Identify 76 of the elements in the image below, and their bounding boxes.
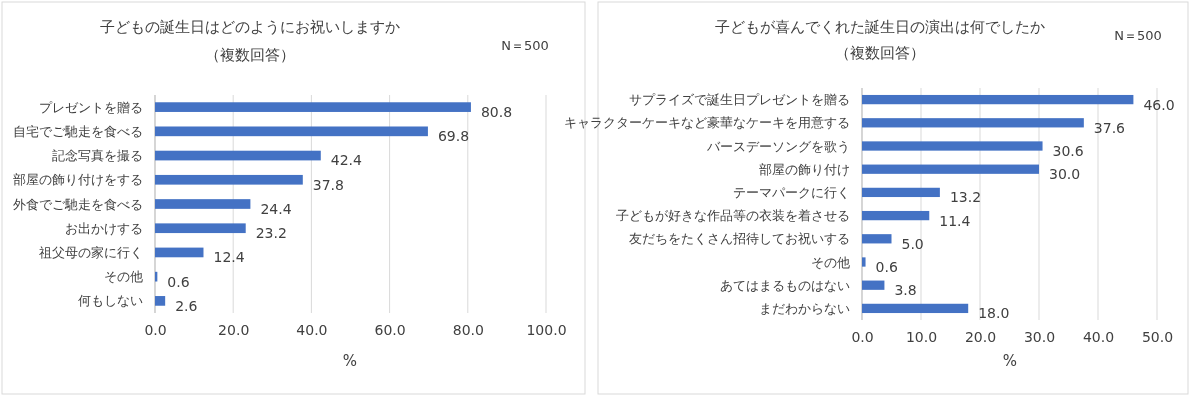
y-tick-label: その他 bbox=[811, 254, 850, 270]
data-label: 0.6 bbox=[167, 273, 190, 290]
data-label: 24.4 bbox=[260, 200, 292, 217]
data-label: 3.8 bbox=[894, 282, 917, 299]
x-tick-label: 20.0 bbox=[218, 321, 250, 338]
bar bbox=[155, 199, 251, 209]
text: N＝500 bbox=[1114, 28, 1162, 43]
bar bbox=[155, 223, 246, 234]
chart-subtitle: （複数回答） bbox=[205, 46, 295, 64]
bar bbox=[155, 150, 321, 161]
data-label: 13.2 bbox=[949, 189, 982, 206]
y-tick-label: 部屋の飾り付け bbox=[759, 161, 850, 177]
x-tick-label: 30.0 bbox=[1023, 328, 1056, 345]
y-tick-label: その他 bbox=[104, 269, 143, 285]
data-label: 69.8 bbox=[437, 128, 470, 145]
y-tick-label: キャラクターケーキなど豪華なケーキを用意する bbox=[564, 115, 850, 131]
data-label: 30.6 bbox=[1052, 142, 1084, 159]
data-label: 80.8 bbox=[480, 104, 513, 121]
x-tick-label: 0.0 bbox=[851, 328, 874, 345]
bar bbox=[155, 174, 303, 185]
bar bbox=[862, 118, 1084, 128]
y-tick-label: 何もしない bbox=[78, 293, 143, 309]
chart-title: 子どもが喜んでくれた誕生日の演出は何でしたか bbox=[715, 18, 1045, 36]
data-label: 2.6 bbox=[175, 297, 198, 314]
y-tick-label: 記念写真を撮る bbox=[52, 148, 143, 164]
bar bbox=[862, 164, 1039, 174]
x-axis-title: % bbox=[342, 352, 358, 370]
y-tick-label: あてはまるものはない bbox=[720, 277, 850, 293]
bar bbox=[862, 187, 940, 198]
bar bbox=[862, 280, 885, 290]
y-tick-label: まだわからない bbox=[759, 300, 850, 316]
data-label: 11.4 bbox=[939, 212, 971, 229]
y-tick-label: 自宅でご馳走を食べる bbox=[13, 123, 143, 139]
y-tick-label: 子どもが好きな作品等の衣装を着させる bbox=[616, 208, 850, 224]
x-tick-label: 40.0 bbox=[296, 321, 328, 338]
y-tick-label: 祖父母の家に行く bbox=[39, 244, 143, 260]
data-label: 42.4 bbox=[330, 152, 363, 169]
y-tick-label: バースデーソングを歌う bbox=[706, 138, 850, 154]
chart-title: 子どもの誕生日はどのようにお祝いしますか bbox=[100, 18, 400, 36]
x-tick-label: 60.0 bbox=[374, 321, 406, 338]
chart-subtitle: （複数回答） bbox=[835, 44, 925, 62]
data-label: 46.0 bbox=[1143, 96, 1175, 113]
data-label: 23.2 bbox=[255, 225, 287, 242]
y-tick-label: お出かけする bbox=[65, 220, 143, 236]
bar bbox=[862, 141, 1043, 151]
data-label: 18.0 bbox=[978, 305, 1010, 322]
bar bbox=[862, 257, 866, 267]
y-tick-label: 友だちをたくさん招待してお祝いする bbox=[629, 231, 850, 247]
x-tick-label: 80.0 bbox=[452, 321, 484, 338]
y-tick-label: サプライズで誕生日プレゼントを贈る bbox=[629, 92, 850, 108]
data-label: 12.4 bbox=[213, 249, 245, 266]
bar bbox=[862, 234, 892, 244]
bar bbox=[155, 102, 471, 112]
x-tick-label: 40.0 bbox=[1082, 328, 1115, 345]
bar bbox=[155, 296, 166, 306]
data-label: 0.6 bbox=[875, 258, 898, 275]
bar bbox=[155, 126, 428, 137]
text: N＝500 bbox=[501, 38, 549, 53]
y-tick-label: 外食でご馳走を食べる bbox=[13, 196, 143, 212]
bar bbox=[155, 247, 204, 258]
y-tick-label: テーマパークに行く bbox=[733, 184, 850, 200]
x-tick-label: 100.0 bbox=[526, 321, 567, 338]
x-tick-label: 10.0 bbox=[905, 328, 938, 345]
data-label: 37.8 bbox=[312, 176, 344, 193]
data-label: 5.0 bbox=[901, 235, 924, 252]
x-axis-title: % bbox=[1002, 352, 1018, 370]
bar bbox=[862, 94, 1134, 105]
x-tick-label: 50.0 bbox=[1141, 328, 1174, 345]
data-label: 37.6 bbox=[1093, 119, 1126, 136]
bar bbox=[862, 303, 969, 314]
x-tick-label: 20.0 bbox=[964, 328, 997, 345]
x-tick-label: 0.0 bbox=[144, 321, 167, 338]
y-tick-label: プレゼントを贈る bbox=[39, 99, 143, 115]
bar bbox=[862, 210, 930, 221]
y-tick-label: 部屋の飾り付けをする bbox=[13, 172, 143, 188]
data-label: 30.0 bbox=[1049, 166, 1081, 183]
